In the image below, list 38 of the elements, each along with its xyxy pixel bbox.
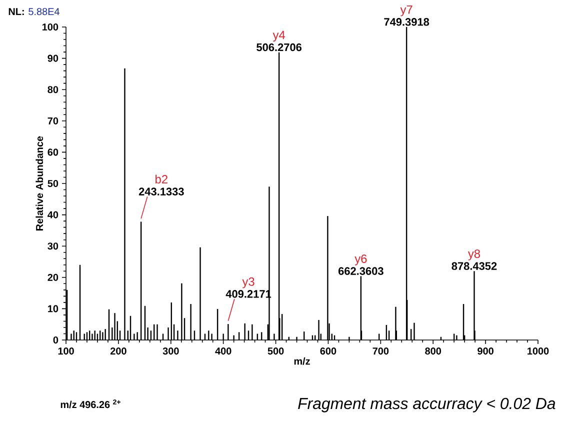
text: NL: (8, 8, 24, 15)
annotation: 662.3603 (338, 267, 384, 275)
annotation: y7 (400, 6, 412, 16)
annotation: b2 (156, 174, 168, 184)
y-tick-label: 70 (48, 117, 58, 124)
annotation: y3 (242, 277, 254, 288)
text: m/z 496.26 $^{2+}$ (60, 400, 120, 408)
y-tick-label: 60 (48, 148, 58, 156)
annotation: 243.1333 (138, 188, 184, 196)
annotation: y6 (354, 254, 367, 266)
y-tick-label: 20 (48, 274, 58, 281)
x-tick-label: 1000 (528, 348, 549, 355)
x-tick-label: 500 (268, 348, 284, 355)
text: 5.88E4 (28, 8, 60, 16)
x-tick-label: 600 (320, 348, 336, 355)
y-tick-label: 40 (48, 211, 58, 218)
x-tick-label: 400 (215, 348, 232, 355)
text: Fragment mass accurracy < 0.02 Da (298, 398, 556, 412)
annotation: y4 (272, 30, 286, 42)
y-tick-label: 50 (48, 180, 58, 188)
x-tick-label: 900 (478, 348, 494, 355)
y-tick-label: 30 (48, 242, 58, 250)
x-tick-label: 300 (162, 348, 179, 355)
annotation: y8 (468, 250, 480, 260)
y-axis-title: Relative Abundance (36, 136, 44, 230)
x-axis-title: m/z (294, 357, 310, 365)
annotation: 878.4352 (452, 262, 497, 270)
y-tick-label: 90 (48, 54, 58, 62)
y-tick-label: 0 (53, 336, 58, 344)
x-tick-label: 200 (110, 348, 126, 355)
x-tick-label: 100 (58, 348, 74, 355)
x-tick-label: 800 (425, 348, 442, 355)
y-tick-label: 80 (48, 86, 58, 94)
annotation: 749.3918 (384, 18, 430, 26)
annotation: 506.2706 (256, 43, 302, 52)
y-tick-label: 100 (42, 23, 58, 31)
y-tick-label: 10 (48, 305, 58, 312)
x-tick-label: 700 (372, 348, 389, 355)
